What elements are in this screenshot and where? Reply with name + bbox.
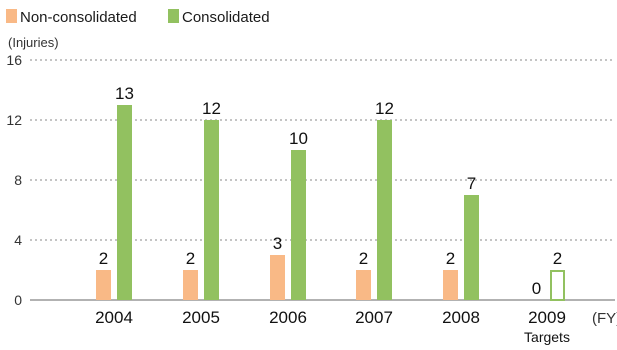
y-tick-label: 16 [6,52,22,68]
bar-non-consolidated [356,270,371,300]
bar-consolidated [204,120,219,300]
data-label-consolidated: 12 [202,99,221,118]
y-tick-label: 0 [14,292,22,308]
data-label-consolidated: 7 [467,174,476,193]
legend-label-non-consolidated: Non-consolidated [20,9,137,26]
bar-non-consolidated [270,255,285,300]
bar-consolidated [291,150,306,300]
data-label-non-consolidated: 2 [186,249,195,268]
x-tick-label: 2004 [95,308,133,327]
bar-consolidated [464,195,479,300]
y-tick-label: 4 [14,232,22,248]
data-label-non-consolidated: 2 [446,249,455,268]
data-label-non-consolidated: 2 [359,249,368,268]
bar-consolidated [377,120,392,300]
data-label-consolidated: 12 [375,99,394,118]
legend-swatch-consolidated [168,9,179,23]
x-tick-label: 2006 [269,308,307,327]
y-tick-label: 12 [6,112,22,128]
x-tick-label: 2009 [528,308,566,327]
bar-non-consolidated [96,270,111,300]
y-axis-label: (Injuries) [8,35,59,50]
data-label-consolidated: 10 [289,129,308,148]
legend-swatch-non-consolidated [6,9,17,23]
bar-non-consolidated [443,270,458,300]
y-axis-tick-labels: 0 4 8 12 16 [6,52,22,308]
data-label-consolidated: 13 [115,84,134,103]
data-label-non-consolidated: 3 [273,234,282,253]
x-axis-tick-labels: 2004 2005 2006 2007 2008 2009 Targets [95,308,570,345]
chart-legend: Non-consolidated Consolidated [6,9,270,26]
chart-bars [96,105,565,301]
bar-consolidated [117,105,132,300]
data-label-non-consolidated: 0 [532,279,541,298]
x-axis-label: (FY) [592,310,617,327]
x-tick-label: 2008 [442,308,480,327]
legend-label-consolidated: Consolidated [182,9,270,26]
x-tick-label: 2007 [355,308,393,327]
bar-non-consolidated [183,270,198,300]
x-tick-label: 2005 [182,308,220,327]
y-tick-label: 8 [14,172,22,188]
x-tick-sublabel: Targets [524,329,570,345]
bar-consolidated [550,270,565,301]
data-label-consolidated: 2 [553,249,562,268]
data-label-non-consolidated: 2 [99,249,108,268]
